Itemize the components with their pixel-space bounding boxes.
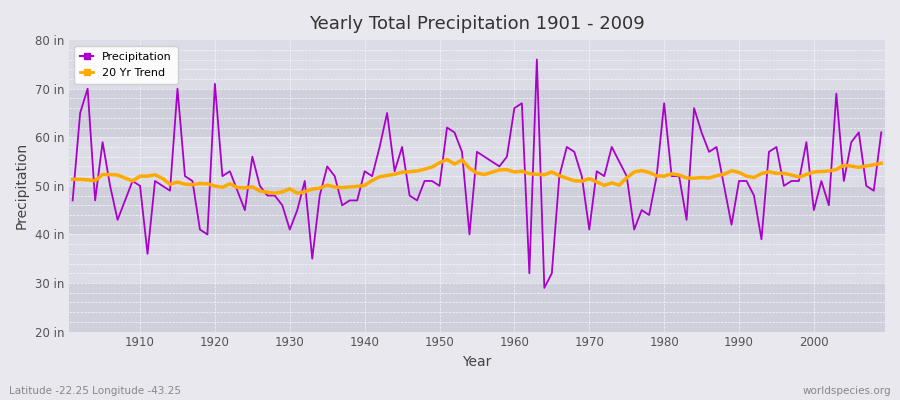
Text: Latitude -22.25 Longitude -43.25: Latitude -22.25 Longitude -43.25 (9, 386, 181, 396)
X-axis label: Year: Year (463, 355, 491, 369)
Bar (69, 137, 885, 186)
Legend: Precipitation, 20 Yr Trend: Precipitation, 20 Yr Trend (75, 46, 177, 84)
Bar (69, 89, 885, 137)
Title: Yearly Total Precipitation 1901 - 2009: Yearly Total Precipitation 1901 - 2009 (309, 15, 644, 33)
Bar (69, 234, 885, 283)
Y-axis label: Precipitation: Precipitation (15, 142, 29, 230)
Bar (69, 186, 885, 234)
Bar (69, 40, 885, 89)
Text: worldspecies.org: worldspecies.org (803, 386, 891, 396)
Bar (69, 283, 885, 332)
